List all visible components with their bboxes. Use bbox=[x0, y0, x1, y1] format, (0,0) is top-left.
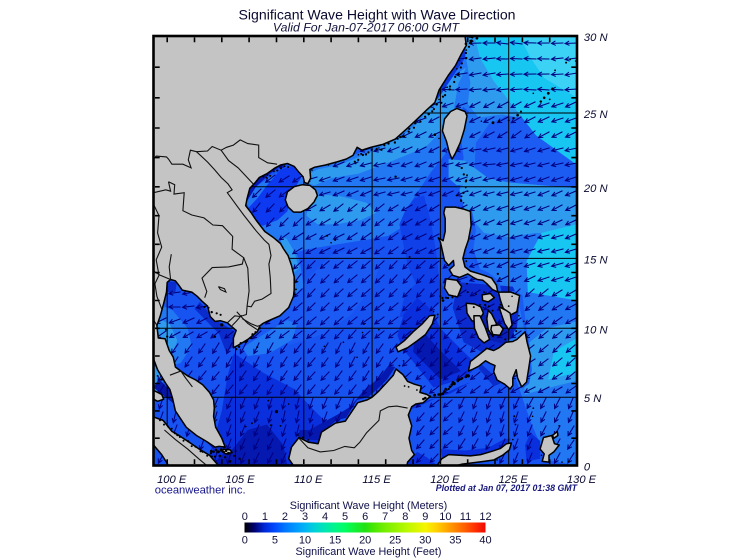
svg-text:15: 15 bbox=[329, 535, 341, 547]
svg-text:10 N: 10 N bbox=[584, 324, 609, 336]
svg-text:Plotted at Jan 07, 2017 01:38: Plotted at Jan 07, 2017 01:38 GMT bbox=[436, 483, 578, 493]
svg-text:7: 7 bbox=[382, 511, 388, 523]
svg-text:oceanweather inc.: oceanweather inc. bbox=[155, 485, 246, 497]
svg-text:6: 6 bbox=[362, 511, 368, 523]
svg-text:110 E: 110 E bbox=[294, 474, 323, 486]
svg-text:0: 0 bbox=[584, 462, 591, 474]
svg-text:5: 5 bbox=[342, 511, 348, 523]
svg-text:130 E: 130 E bbox=[567, 474, 597, 486]
svg-text:5: 5 bbox=[272, 535, 278, 547]
svg-text:20 N: 20 N bbox=[583, 183, 609, 195]
svg-text:10: 10 bbox=[299, 535, 311, 547]
svg-text:Significant Wave Height (Meter: Significant Wave Height (Meters) bbox=[290, 500, 447, 512]
svg-text:125 E: 125 E bbox=[499, 474, 529, 486]
svg-text:11: 11 bbox=[460, 511, 471, 523]
svg-text:9: 9 bbox=[422, 511, 428, 523]
svg-text:10: 10 bbox=[439, 511, 451, 523]
svg-text:30: 30 bbox=[419, 535, 431, 547]
svg-text:Significant Wave Height (Feet): Significant Wave Height (Feet) bbox=[295, 546, 441, 558]
svg-text:5 N: 5 N bbox=[584, 393, 602, 405]
svg-text:2: 2 bbox=[282, 511, 288, 523]
svg-text:35: 35 bbox=[449, 535, 461, 547]
svg-text:20: 20 bbox=[359, 535, 371, 547]
svg-text:40: 40 bbox=[479, 535, 491, 547]
svg-text:Valid For Jan-07-2017 06:00 GM: Valid For Jan-07-2017 06:00 GMT bbox=[273, 21, 461, 35]
svg-text:25 N: 25 N bbox=[583, 109, 609, 121]
svg-text:120 E: 120 E bbox=[430, 474, 460, 486]
svg-text:4: 4 bbox=[322, 511, 328, 523]
svg-text:15 N: 15 N bbox=[584, 254, 609, 266]
svg-text:25: 25 bbox=[389, 535, 401, 547]
svg-text:12: 12 bbox=[479, 511, 491, 523]
svg-text:1: 1 bbox=[262, 511, 268, 523]
svg-text:8: 8 bbox=[402, 511, 408, 523]
svg-text:115 E: 115 E bbox=[362, 474, 391, 486]
svg-text:100 E: 100 E bbox=[157, 474, 187, 486]
svg-text:105 E: 105 E bbox=[225, 474, 255, 486]
svg-text:30 N: 30 N bbox=[584, 32, 609, 44]
svg-text:Significant Wave Height with W: Significant Wave Height with Wave Direct… bbox=[238, 7, 515, 23]
svg-text:0: 0 bbox=[242, 535, 248, 547]
svg-text:3: 3 bbox=[302, 511, 308, 523]
svg-text:0: 0 bbox=[242, 511, 248, 523]
